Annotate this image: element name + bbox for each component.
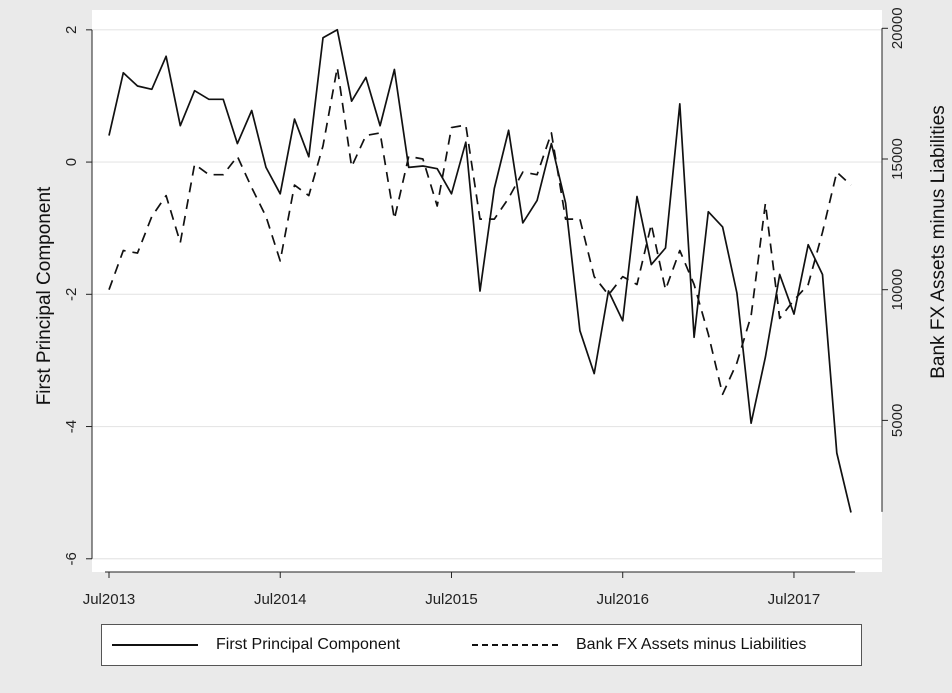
- left-tick-label: 2: [63, 26, 80, 34]
- right-tick-label: 10000: [889, 269, 906, 311]
- left-tick-label: 0: [63, 158, 80, 166]
- right-axis-title: Bank FX Assets minus Liabilities: [928, 105, 949, 379]
- x-tick-label: Jul2016: [596, 591, 649, 608]
- series-lines: [108, 28, 852, 513]
- x-tick-label: Jul2015: [425, 591, 478, 608]
- legend-dashed-line-swatch: [472, 644, 558, 646]
- legend-solid-line-swatch: [112, 644, 198, 646]
- legend-item-bank-fx: Bank FX Assets minus Liabilities: [472, 625, 806, 665]
- first-principal-component-series-line: [108, 28, 852, 513]
- left-tick-label: -4: [63, 420, 80, 433]
- plot-area: [92, 10, 882, 572]
- left-axis-title: First Principal Component: [34, 186, 55, 405]
- axes: 2 0 -2 -4 -6 20000 15000 10000 5000 Jul2013 Jul201…: [63, 7, 906, 608]
- left-tick-label: -2: [63, 288, 80, 301]
- right-tick-label: 15000: [889, 138, 906, 180]
- bank-fx-series-line: [108, 66, 852, 396]
- right-tick-label: 20000: [889, 7, 906, 49]
- legend: First Principal Component Bank FX Assets…: [101, 624, 862, 666]
- x-tick-label: Jul2017: [768, 591, 821, 608]
- right-tick-label: 5000: [889, 404, 906, 437]
- left-tick-label: -6: [63, 552, 80, 565]
- grid-lines: [92, 29, 882, 560]
- x-tick-label: Jul2013: [83, 591, 136, 608]
- x-tick-label: Jul2014: [254, 591, 307, 608]
- legend-label-bank-fx: Bank FX Assets minus Liabilities: [576, 636, 807, 653]
- legend-item-first-principal-component: First Principal Component: [112, 625, 400, 665]
- legend-label-first-principal-component: First Principal Component: [216, 636, 401, 653]
